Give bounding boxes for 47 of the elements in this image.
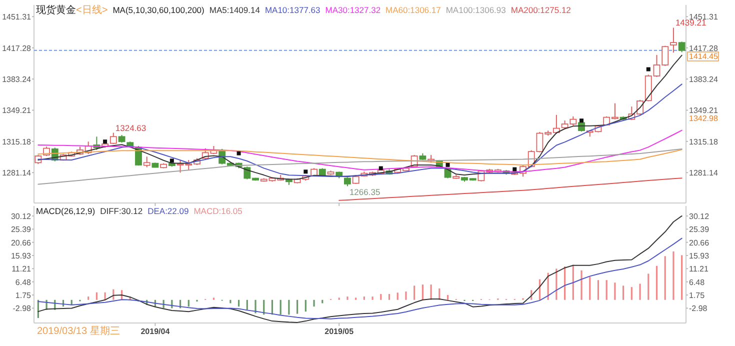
text: MA30:1327.32 — [325, 5, 381, 15]
legend-title: MACD(26,12,9) — [36, 206, 96, 216]
y2-tick-label: 1383.24 — [689, 75, 718, 84]
y-tick-label: 1417.28 — [2, 44, 32, 53]
y-tick-label: 1451.31 — [2, 12, 32, 22]
y-tick-label: 25.39 — [10, 225, 32, 234]
text: 1342.98 — [689, 114, 718, 123]
text: MACD:16.05 — [194, 206, 243, 216]
y2-tick-label: 25.39 — [689, 225, 710, 234]
x-tick-label: 2019/05 — [324, 327, 354, 336]
y2-tick-label: 1315.18 — [689, 137, 718, 146]
y-tick-label: 1.75 — [15, 291, 32, 300]
x-tick-label: 2019/04 — [140, 327, 170, 336]
text: MA10:1377.63 — [264, 5, 321, 15]
text: MA200:1275.12 — [510, 5, 572, 15]
text: MA60:1306.17 — [386, 5, 442, 15]
y2-tick-label: 1281.14 — [689, 168, 718, 178]
y2-tick-label: 11.21 — [689, 264, 709, 274]
y-tick-label: 20.66 — [10, 238, 32, 248]
y-tick-label: 15.93 — [10, 252, 32, 260]
y-tick-label: 1349.21 — [2, 106, 32, 116]
y2-tick-label: 1349.21 — [689, 106, 718, 116]
y2-tick-label: 30.12 — [689, 212, 710, 221]
y-tick-label: 1383.24 — [2, 75, 32, 84]
annotation: 1324.63 — [115, 122, 146, 133]
y2-tick-label: 1.75 — [689, 291, 706, 300]
text: DEA:22.09 — [148, 206, 189, 216]
y2-tick-label: 20.66 — [689, 238, 710, 248]
y2-tick-label: 15.93 — [689, 252, 710, 260]
ref-line-label: 1414.45 — [689, 52, 718, 62]
text: 2019/03/13 星期三 — [37, 325, 120, 337]
text: MA5:1409.14 — [209, 5, 260, 15]
text: DIFF:30.12 — [100, 206, 143, 216]
y-tick-label: 11.21 — [12, 264, 32, 274]
y-tick-label: 1315.18 — [2, 137, 32, 146]
y2-tick-label: -2.98 — [689, 304, 708, 314]
y-tick-label: 1281.14 — [2, 168, 32, 178]
chart-subtitle: <日线> — [76, 4, 108, 16]
y-tick-label: -2.98 — [12, 304, 32, 314]
y2-tick-label: 1417.28 — [689, 44, 718, 53]
y-tick-label: 6.48 — [15, 278, 32, 287]
chart-title: 现货黄金 — [36, 4, 76, 16]
text: MA100:1306.93 — [446, 5, 506, 15]
legend-title: MA(5,10,30,60,100,200) — [112, 5, 205, 15]
y2-tick-label: 6.48 — [689, 278, 706, 287]
y-tick-label: 30.12 — [10, 212, 32, 221]
annotation: 1266.35 — [349, 187, 380, 198]
